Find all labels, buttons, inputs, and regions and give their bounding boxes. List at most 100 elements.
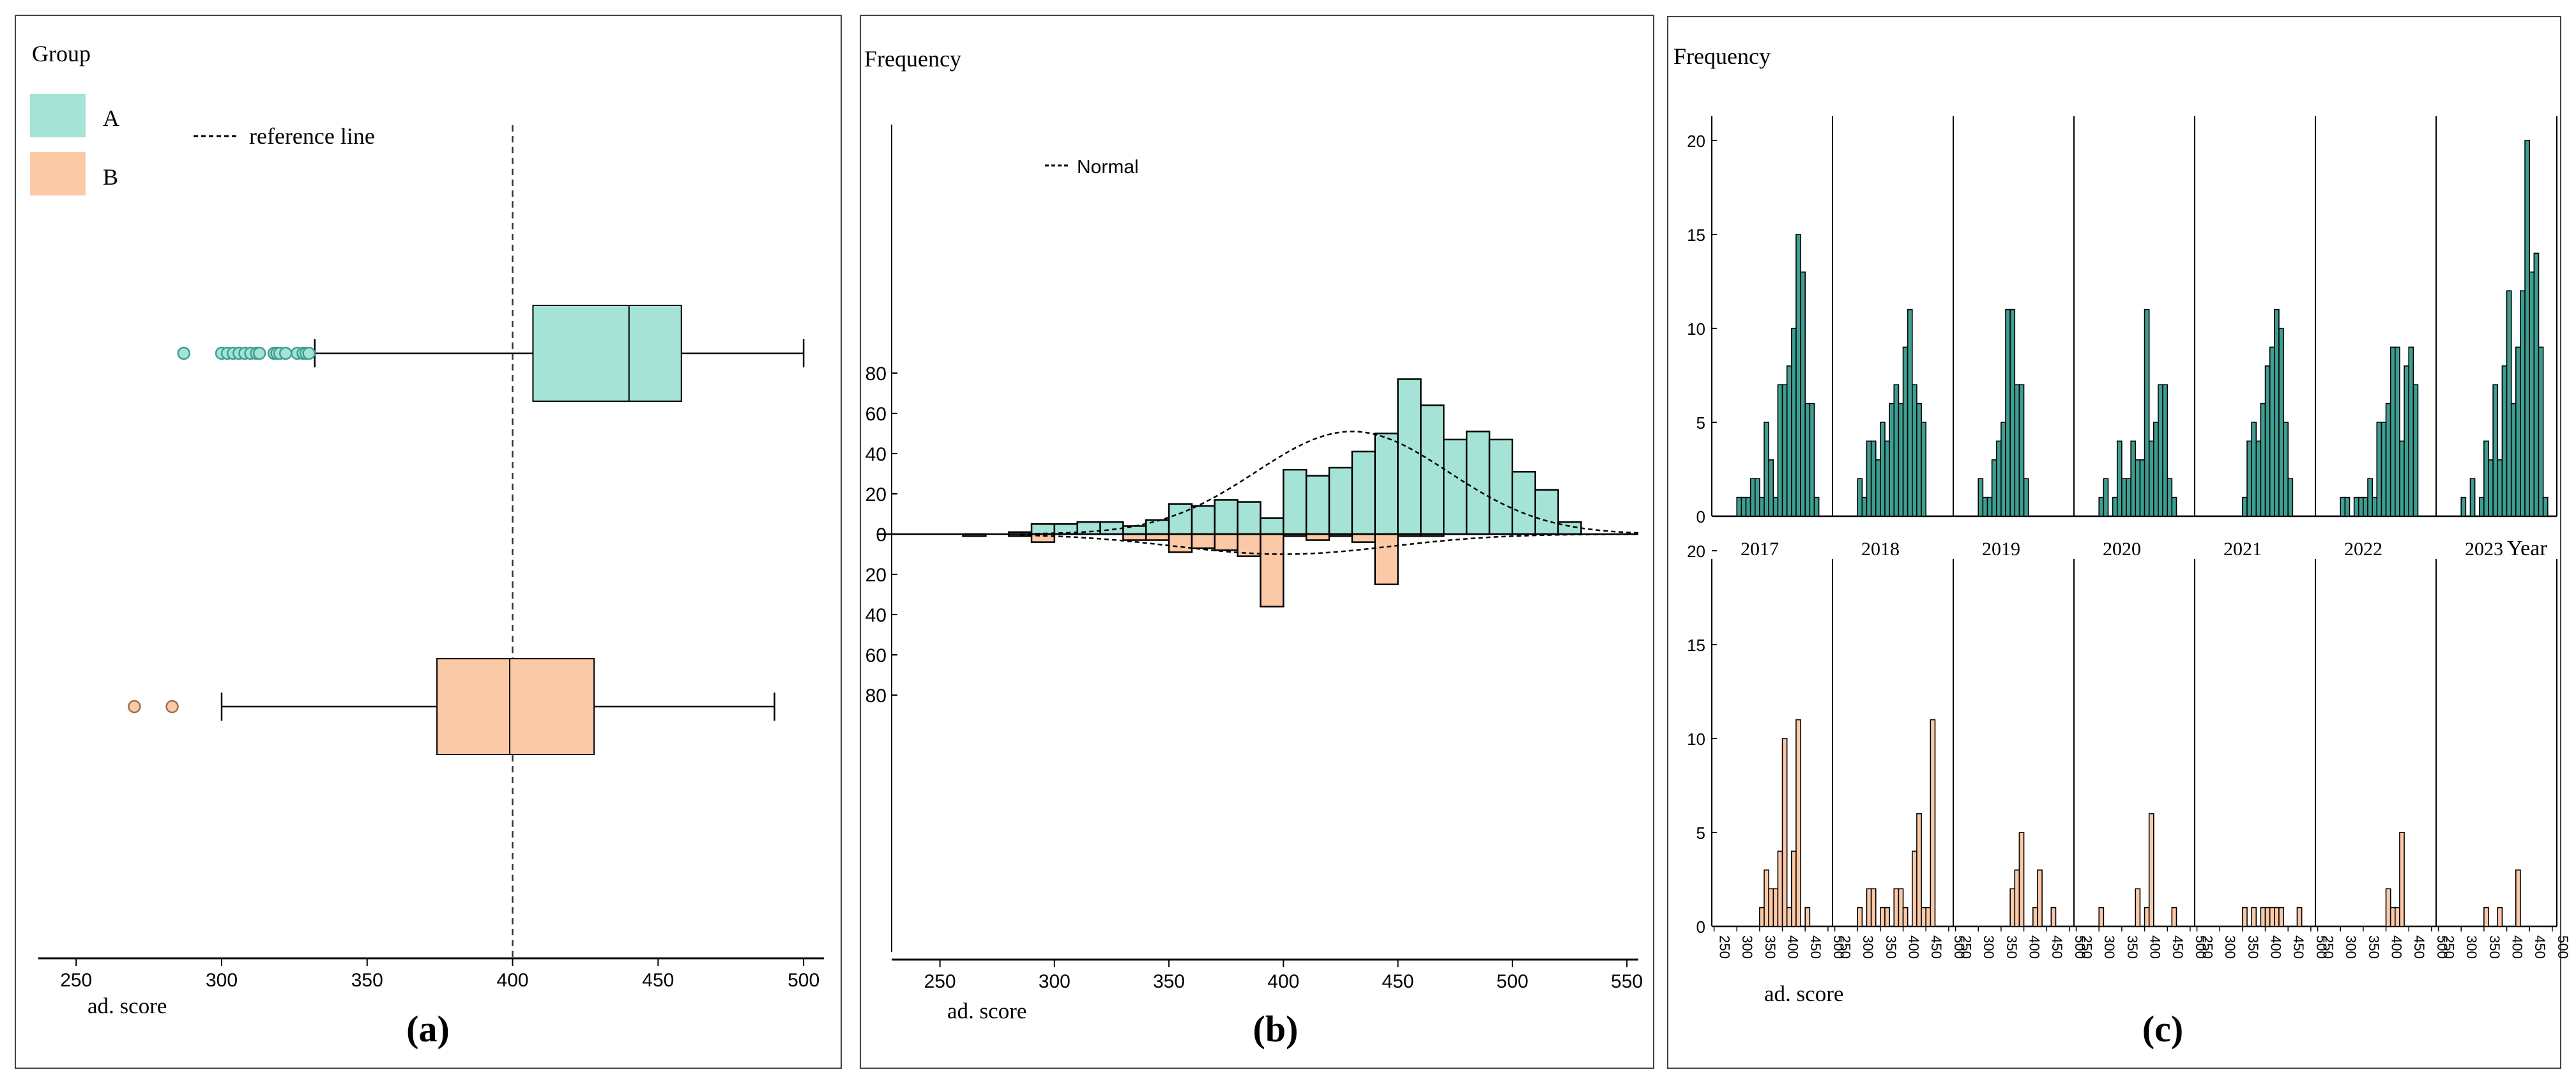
panel-b-y-tick-label: 80 [865, 686, 887, 707]
panel-b-bar-A [1488, 438, 1514, 535]
panel-b-y-tick-label: 40 [865, 605, 887, 626]
panel-b-x-tick-label: 550 [1611, 971, 1643, 992]
panel-c-bar-A-2020 [2112, 496, 2118, 517]
panel-c-bar-B-2020 [2148, 813, 2154, 927]
panel-b-bar-B [1351, 533, 1376, 543]
panel-a-legend-swatch-a [30, 94, 86, 137]
panel-c-x-tick-label: 300 [2343, 935, 2359, 959]
panel-b-frame [860, 15, 1654, 1069]
panel-c-year-2021: 2021 [2223, 539, 2262, 560]
panel-c-x-tick-label: 300 [2464, 935, 2480, 959]
panel-c-bar-A-2020 [2162, 384, 2168, 517]
panel-c-bar-A-2020 [2135, 459, 2141, 517]
panel-c-bar-A-2023 [2542, 496, 2549, 517]
panel-b-bar-A [1374, 433, 1399, 535]
panel-a-outlier-A [177, 346, 191, 360]
panel-a-x-tick-label: 300 [206, 970, 238, 991]
panel-c-bar-B-2018 [1925, 907, 1932, 927]
panel-c-bar-A-2017 [1813, 496, 1820, 517]
panel-c-bar-B-2017 [1786, 907, 1792, 927]
panel-c-x-tick-label: 400 [2389, 935, 2405, 959]
panel-c-bar-B-2019 [2014, 870, 2020, 927]
panel-c-bar-B-2018 [1916, 813, 1922, 927]
panel-b-y-tick-label: 60 [865, 645, 887, 666]
panel-c-bar-B-2021 [2274, 907, 2280, 927]
panel-c-x-tick-label: 450 [2532, 935, 2548, 959]
panel-c-x-tick-label: 400 [2510, 935, 2526, 959]
panel-c-bar-A-2019 [2014, 384, 2020, 517]
panel-c-x-tick-label: 400 [2268, 935, 2284, 959]
panel-a-legend-title: Group [32, 41, 91, 66]
panel-c-bar-B-2023 [2515, 870, 2521, 927]
panel-c-bar-B-2018 [1870, 888, 1877, 927]
panel-c-y-tick-label-bottom: 5 [1696, 824, 1705, 843]
panel-b-bar-B [1191, 533, 1216, 549]
panel-c-bar-A-2022 [2363, 496, 2368, 517]
panel-c-bar-A-2023 [2497, 459, 2503, 517]
panel-c-bar-B-2022 [2385, 888, 2391, 927]
panel-c-bar-B-2023 [2483, 907, 2489, 927]
panel-c-x-tick-label: 400 [1785, 935, 1801, 959]
panel-c-x-tick-label: 300 [1981, 935, 1997, 959]
panel-c-bar-B-2018 [1884, 907, 1890, 927]
panel-c-bar-A-2020 [2158, 384, 2163, 517]
panel-c-bar-A-2022 [2408, 346, 2414, 517]
panel-c-label: (c) [2142, 1008, 2183, 1050]
panel-b-bar-B [1214, 533, 1238, 551]
panel-c-bar-A-2018 [1884, 440, 1890, 517]
panel-c-bar-B-2017 [1772, 888, 1779, 927]
panel-b-bar-B [1374, 533, 1399, 585]
panel-a-outlier-A [252, 346, 266, 360]
panel-c-bar-A-2019 [2005, 309, 2011, 517]
panel-b-x-tick-label: 350 [1153, 971, 1185, 992]
panel-c-y-tick-label-top: 0 [1696, 507, 1705, 526]
panel-c-bar-A-2019 [2018, 384, 2025, 517]
panel-a-x-tick-label: 250 [60, 970, 92, 991]
panel-c-year-2017: 2017 [1741, 539, 1779, 560]
panel-c-bar-A-2018 [1898, 402, 1904, 517]
panel-c-bar-A-2017 [1786, 365, 1792, 517]
panel-c-bar-A-2021 [2242, 496, 2248, 517]
panel-c-x-tick-label: 350 [2245, 935, 2261, 959]
panel-c-bar-A-2017 [1749, 478, 1756, 517]
panel-c-year-2020: 2020 [2103, 539, 2141, 560]
panel-c-bar-A-2022 [2353, 496, 2359, 517]
panel-b-y-tick-label: 20 [865, 484, 887, 505]
panel-c-bar-A-2017 [1809, 402, 1815, 517]
panel-c-bar-B-2020 [2144, 907, 2150, 927]
panel-c-bar-A-2023 [2533, 252, 2540, 517]
panel-c-x-tick-label: 250 [2079, 935, 2095, 959]
panel-c-x-tick-label: 250 [1717, 935, 1733, 959]
panel-c-bar-A-2021 [2260, 402, 2266, 517]
panel-c-bar-A-2021 [2255, 440, 2262, 517]
panel-c-bar-B-2018 [1902, 907, 1909, 927]
panel-c-bar-B-2021 [2242, 907, 2248, 927]
panel-c-bar-A-2018 [1916, 402, 1922, 517]
panel-c-bar-A-2022 [2399, 440, 2405, 517]
panel-c-bar-A-2020 [2098, 496, 2105, 517]
panel-c-bar-A-2023 [2460, 496, 2467, 517]
panel-b-bar-A [1214, 499, 1238, 535]
panel-c-x-tick-label: 500 [2555, 935, 2571, 959]
panel-c-bar-A-2019 [2023, 478, 2029, 517]
panel-b-bar-A [1397, 378, 1422, 535]
panel-c-bar-B-2018 [1866, 888, 1872, 927]
panel-c-x-tick-label: 300 [1739, 935, 1755, 959]
panel-c-bar-A-2020 [2116, 440, 2123, 517]
panel-a-frame [15, 15, 842, 1069]
panel-c-x-tick-label: 400 [2027, 935, 2043, 959]
panel-a-reference-legend-label: reference line [249, 123, 375, 149]
panel-c-bar-B-2022 [2399, 832, 2405, 927]
panel-c-bar-A-2021 [2274, 309, 2280, 517]
panel-c-bar-A-2022 [2412, 384, 2419, 517]
panel-c-bar-A-2017 [1741, 496, 1747, 517]
panel-c-y-tick-label-bottom: 15 [1687, 636, 1705, 655]
panel-c-bar-A-2023 [2538, 346, 2544, 517]
panel-c-bar-A-2019 [1978, 478, 1984, 517]
panel-c-bar-A-2017 [1754, 478, 1760, 517]
panel-c-bar-B-2022 [2389, 907, 2396, 927]
panel-c-bar-A-2017 [1795, 234, 1801, 517]
panel-c-bar-B-2017 [1781, 738, 1788, 927]
panel-c-bar-B-2018 [1893, 888, 1900, 927]
